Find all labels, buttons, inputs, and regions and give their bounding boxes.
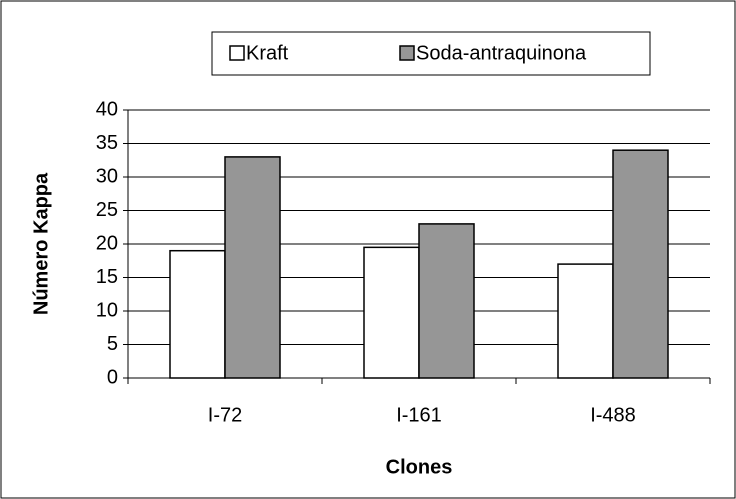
y-tick-label: 5	[107, 333, 118, 355]
y-tick-label: 40	[96, 98, 118, 120]
x-axis-title: Clones	[386, 456, 453, 478]
y-tick-label: 25	[96, 199, 118, 221]
legend	[211, 31, 651, 76]
y-axis-title: Número Kappa	[30, 172, 52, 315]
y-tick-label: 35	[96, 132, 118, 154]
bar	[557, 263, 614, 379]
bar	[418, 223, 475, 379]
y-tick-label: 0	[107, 366, 118, 388]
bar	[169, 249, 226, 379]
y-tick-label: 20	[96, 232, 118, 254]
bar	[612, 149, 669, 379]
bar	[363, 246, 420, 379]
legend-swatch	[399, 45, 415, 61]
bar	[224, 156, 281, 379]
x-tick-label: I-161	[396, 404, 442, 426]
x-tick-label: I-488	[590, 404, 636, 426]
y-tick-label: 15	[96, 266, 118, 288]
x-tick-label: I-72	[208, 404, 242, 426]
legend-swatch	[229, 45, 245, 61]
y-tick-label: 30	[96, 165, 118, 187]
legend-label: Soda-antraquinona	[416, 42, 587, 64]
legend-label: Kraft	[246, 42, 289, 64]
y-tick-label: 10	[96, 299, 118, 321]
